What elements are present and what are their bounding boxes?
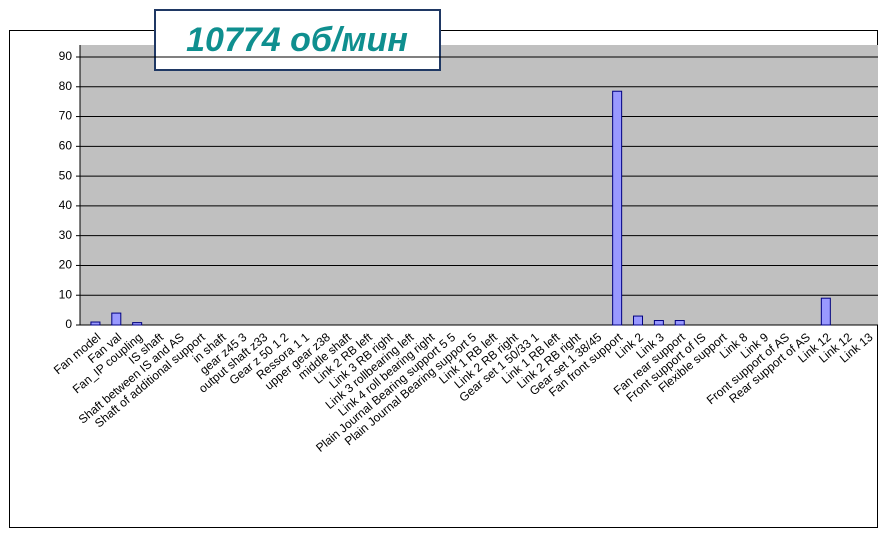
title-box [154, 9, 441, 71]
chart-title: 10774 об/мин [186, 21, 408, 59]
y-tick-label: 20 [59, 258, 73, 272]
y-tick-label: 50 [59, 168, 73, 182]
bar [111, 312, 122, 326]
bar [633, 315, 644, 326]
plot-area [80, 45, 878, 325]
y-tick-label: 40 [59, 198, 73, 212]
bar [612, 90, 623, 326]
y-tick-label: 70 [59, 109, 73, 123]
y-tick-label: 60 [59, 139, 73, 153]
y-tick-label: 80 [59, 79, 73, 93]
bar [132, 322, 143, 326]
bar [674, 320, 685, 326]
bar [90, 321, 101, 326]
y-tick-label: 10 [59, 287, 73, 301]
bar [820, 297, 831, 326]
bar [653, 320, 664, 326]
y-tick-label: 30 [59, 228, 73, 242]
y-tick-label: 90 [59, 49, 73, 63]
y-tick-label: 0 [65, 317, 72, 331]
